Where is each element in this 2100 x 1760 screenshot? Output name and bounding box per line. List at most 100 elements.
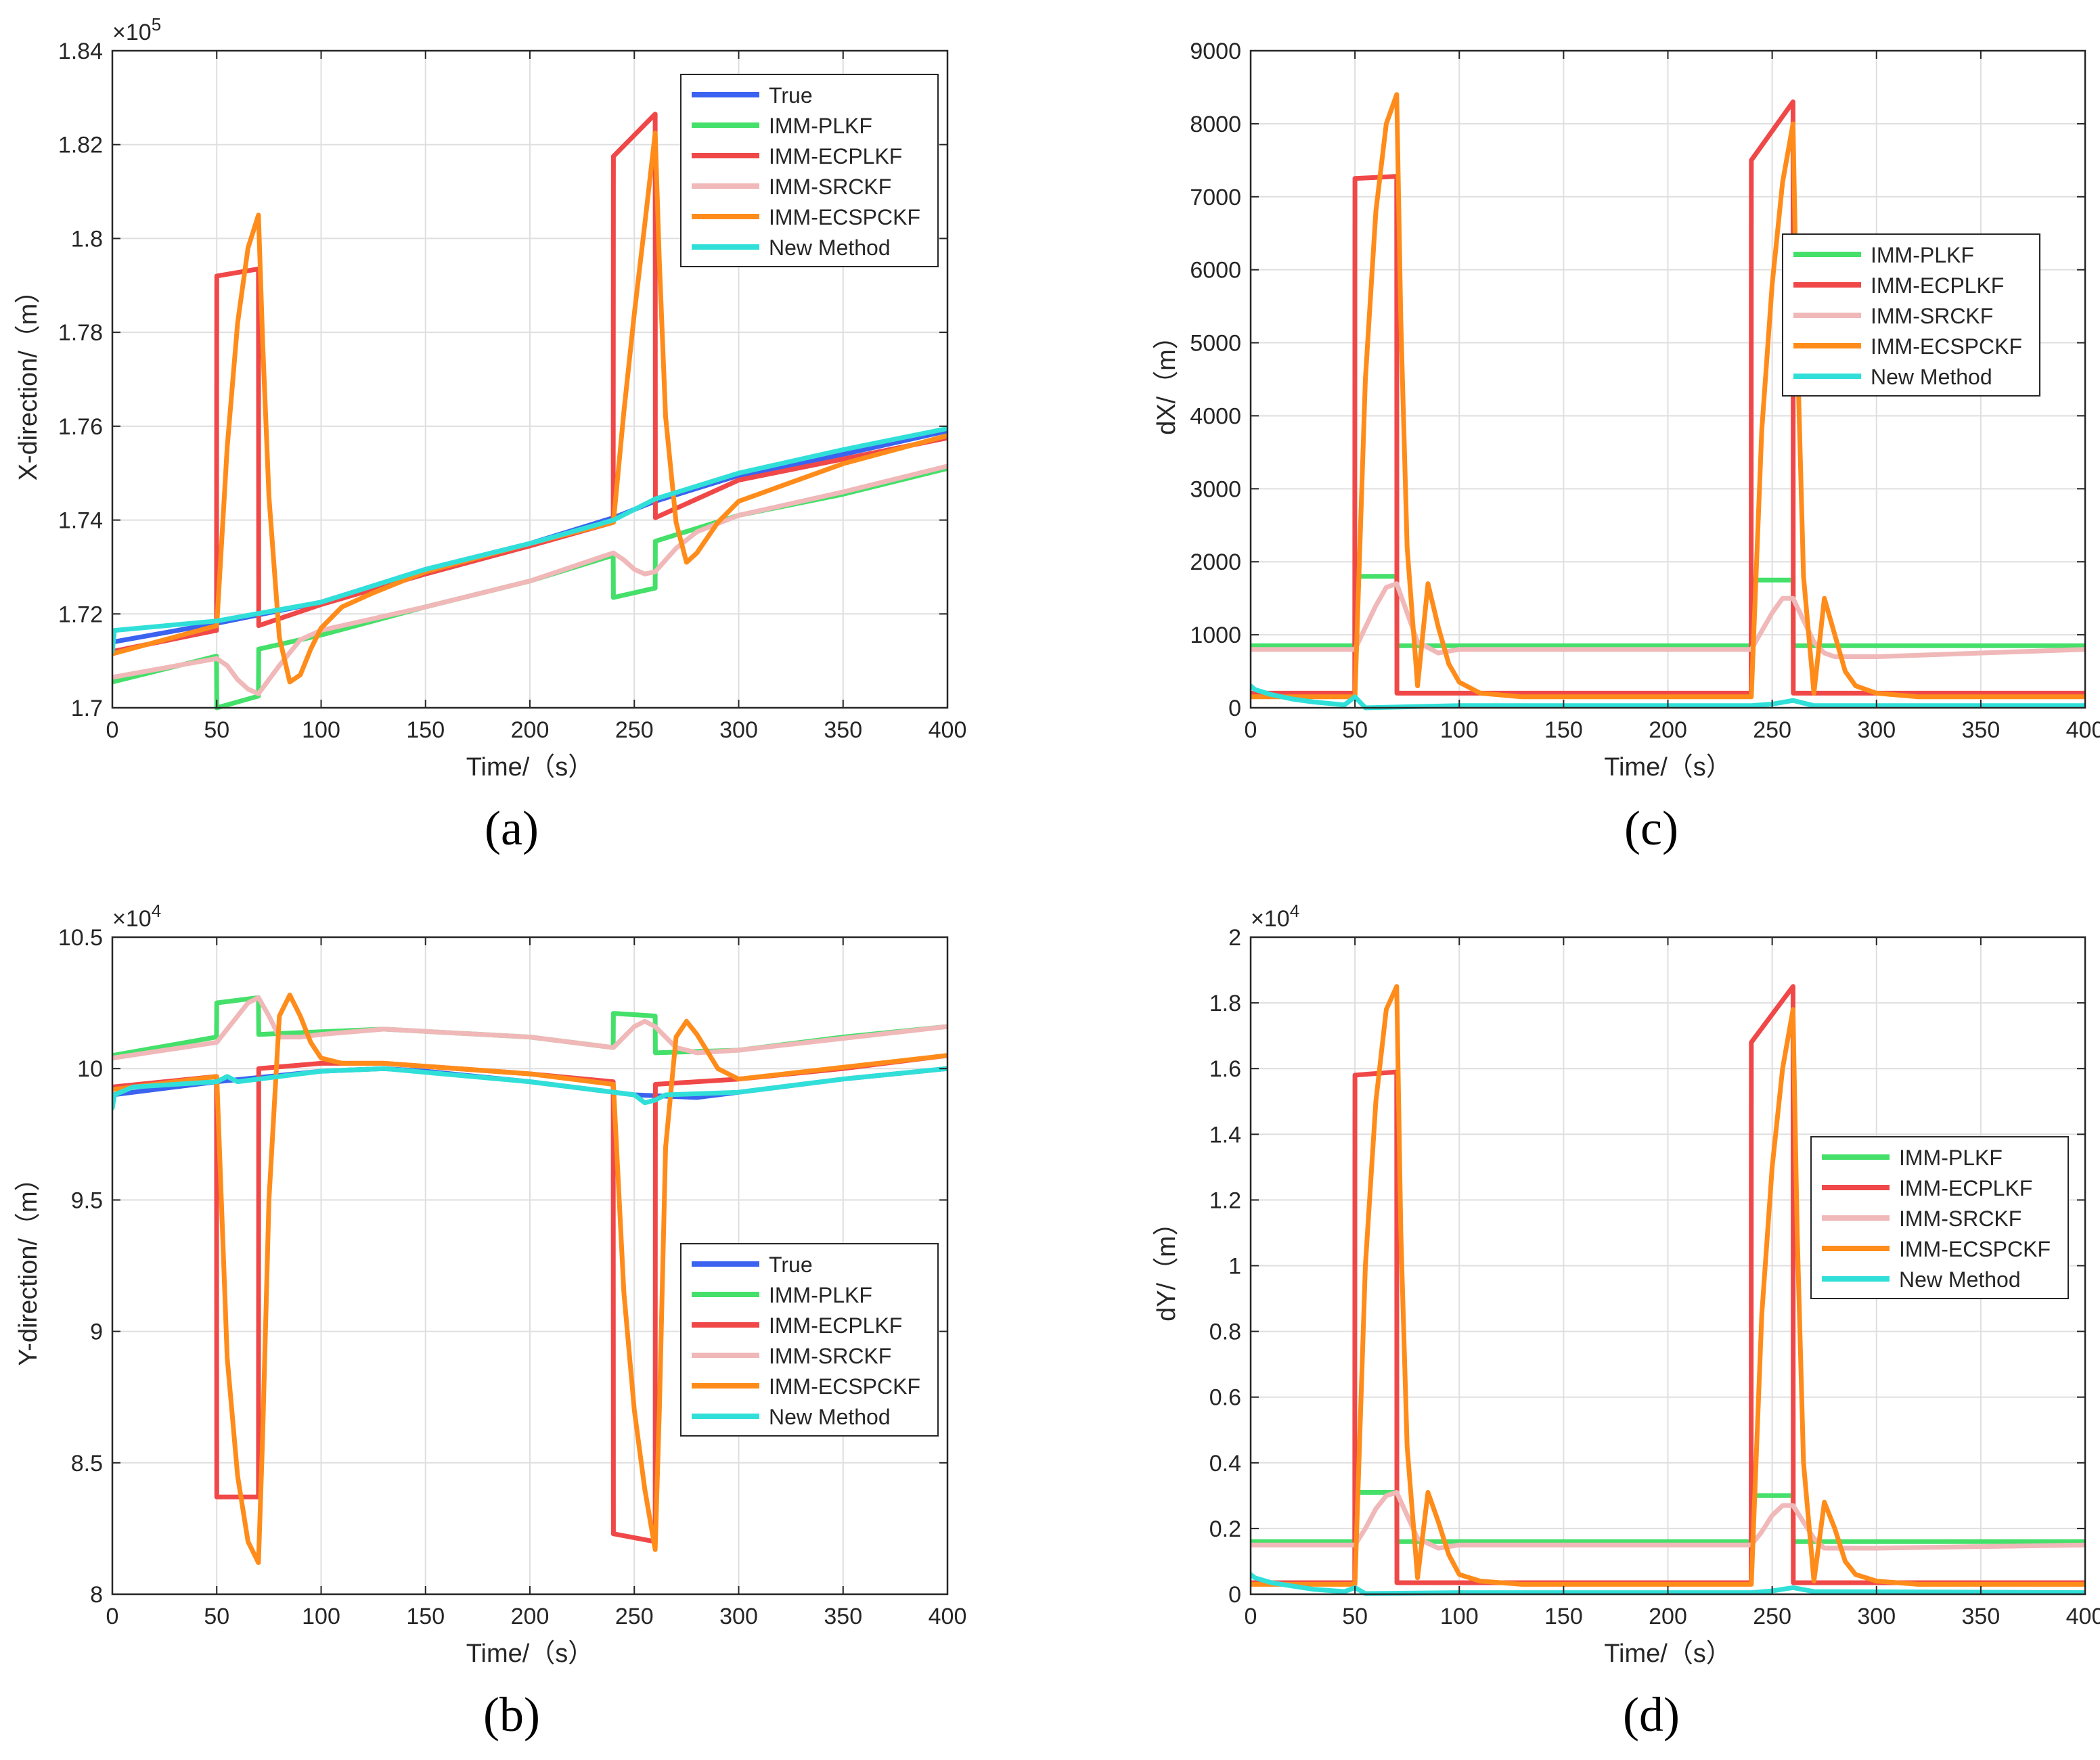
y-tick-label: 1.78	[58, 320, 103, 346]
x-tick-label: 400	[929, 717, 967, 743]
y-tick-label: 10.5	[58, 925, 103, 951]
legend-box	[680, 1243, 939, 1437]
x-tick-label: 0	[1245, 717, 1257, 743]
y-tick-label: 9.5	[71, 1188, 103, 1213]
legend-entry-label: IMM-ECSPCKF	[769, 1374, 920, 1399]
x-tick-label: 400	[2066, 1604, 2100, 1629]
x-tick-label: 350	[824, 1604, 862, 1629]
x-tick-label: 0	[106, 1604, 119, 1629]
legend: IMM-PLKF IMM-ECPLKF IMM-SRCKF IMM-ECSPCKF Ne…	[1810, 1136, 2069, 1299]
x-tick-label: 400	[2066, 717, 2100, 743]
series-line-imm-ecspckf	[112, 992, 947, 1565]
x-tick-label: 300	[1857, 717, 1896, 743]
chart-panel-c: 0 50 100 150 200 250 300 350 4000100020003000400…	[1153, 39, 2100, 855]
legend-entry-label: IMM-SRCKF	[1871, 304, 1993, 328]
x-axis-label: Time/（s）	[1604, 753, 1732, 782]
series-group	[1251, 92, 2085, 710]
legend-entry-label: IMM-SRCKF	[1899, 1206, 2021, 1231]
x-tick-label: 200	[1649, 717, 1687, 743]
chart-panel-d: 0 50 100 150 200 250 300 350 400 0 0.2 0.4 0.6 0.8 1 1.…	[1153, 901, 2100, 1742]
y-tick-label: 2000	[1190, 549, 1241, 575]
y-tick-label: 9000	[1190, 39, 1241, 64]
x-tick-label: 50	[1342, 717, 1368, 743]
x-tick-label: 100	[302, 1604, 340, 1629]
series-line-imm-ecplkf	[1251, 99, 2085, 696]
y-tick-label: 1.7	[71, 696, 103, 721]
panel-letter: (d)	[1623, 1688, 1680, 1742]
legend-entry-label: New Method	[1899, 1267, 2021, 1292]
x-tick-label: 150	[1544, 1604, 1583, 1629]
x-tick-label: 250	[615, 1604, 654, 1629]
legend-entry-label: New Method	[769, 1405, 891, 1429]
legend-entry-label: IMM-SRCKF	[769, 175, 891, 199]
legend: True IMM-PLKF IMM-ECPLKF IMM-SRCKF IMM-ECSPC…	[680, 74, 939, 267]
x-tick-label: 250	[1753, 717, 1791, 743]
x-tick-label: 150	[1544, 717, 1583, 743]
series-group	[112, 112, 947, 710]
y-tick-label: 0	[1228, 1582, 1241, 1608]
series-line-new-method	[1251, 683, 2085, 710]
y-tick-label: 1.72	[58, 602, 103, 627]
y-tick-label: 0.6	[1209, 1385, 1241, 1411]
x-tick-label: 350	[1962, 717, 2001, 743]
x-axis-label: Time/（s）	[1604, 1640, 1732, 1668]
legend-entry-label: IMM-PLKF	[769, 1283, 872, 1307]
legend-entry-label: IMM-ECPLKF	[769, 1313, 902, 1338]
y-tick-label: 8.5	[71, 1451, 103, 1476]
series-group	[112, 992, 947, 1565]
x-axis-label: Time/（s）	[466, 753, 594, 782]
legend-entry-label: IMM-ECPLKF	[769, 144, 902, 168]
x-tick-label: 150	[406, 1604, 445, 1629]
legend-entry-label: True	[769, 1253, 813, 1277]
legend-entry-label: IMM-ECSPCKF	[1899, 1237, 2051, 1261]
x-tick-label: 50	[204, 717, 229, 743]
legend-entry-label: IMM-PLKF	[769, 114, 872, 138]
series-line-imm-srckf	[112, 995, 947, 1061]
y-tick-label: 1.2	[1209, 1188, 1241, 1213]
legend-box	[680, 74, 939, 267]
legend-entry-label: IMM-ECPLKF	[1899, 1176, 2032, 1200]
x-tick-label: 200	[511, 717, 550, 743]
x-tick-label: 150	[406, 717, 445, 743]
y-tick-label: 1.8	[71, 226, 103, 252]
chart-panel-a: 0 50 100 150 200 250 300 350 400 1.7 1.72 1.74 1.76 1…	[14, 14, 966, 855]
x-tick-label: 300	[719, 717, 758, 743]
legend-entry-label: IMM-ECSPCKF	[769, 205, 920, 229]
y-tick-label: 6000	[1190, 258, 1241, 284]
y-tick-label: 1.84	[58, 39, 103, 64]
y-axis-label: Y-direction/（m）	[14, 1165, 43, 1366]
y-tick-label: 2	[1228, 925, 1241, 951]
y-tick-label: 1.76	[58, 414, 103, 440]
x-tick-label: 300	[719, 1604, 758, 1629]
y-tick-label: 5000	[1190, 331, 1241, 357]
y-tick-label: 0.2	[1209, 1516, 1241, 1542]
legend-entry-label: New Method	[1871, 365, 1992, 389]
legend-entry-label: True	[769, 83, 813, 108]
x-axis-label: Time/（s）	[466, 1640, 594, 1668]
series-line-imm-ecspckf	[1251, 984, 2085, 1587]
y-tick-label: 1000	[1190, 623, 1241, 648]
y-tick-label: 8	[90, 1582, 103, 1608]
legend-entry-label: IMM-SRCKF	[769, 1344, 891, 1368]
x-tick-label: 250	[615, 717, 654, 743]
y-tick-label: 0.8	[1209, 1319, 1241, 1345]
series-line-new-method	[1251, 1572, 2085, 1596]
x-tick-label: 200	[511, 1604, 550, 1629]
x-tick-label: 0	[106, 717, 119, 743]
y-tick-label: 1.8	[1209, 991, 1241, 1016]
y-tick-label: 9	[90, 1319, 103, 1345]
y-exponent-label: ×105	[112, 14, 161, 45]
y-tick-label: 3000	[1190, 476, 1241, 502]
y-tick-label: 4000	[1190, 403, 1241, 429]
y-tick-label: 1.74	[58, 508, 103, 534]
series-line-imm-srckf	[112, 464, 947, 696]
chart-panel-b: 0 50 100 150 200 250 300 350 400 8 8.5 9 9.5 10 10.5 ×1…	[14, 901, 966, 1742]
y-axis-label: dY/（m）	[1153, 1210, 1181, 1322]
legend-entry-label: New Method	[769, 235, 891, 260]
y-tick-label: 1.4	[1209, 1122, 1241, 1148]
y-tick-label: 10	[77, 1056, 103, 1082]
panel-letter: (b)	[483, 1688, 540, 1742]
y-tick-label: 8000	[1190, 112, 1241, 137]
x-tick-label: 50	[1342, 1604, 1368, 1629]
